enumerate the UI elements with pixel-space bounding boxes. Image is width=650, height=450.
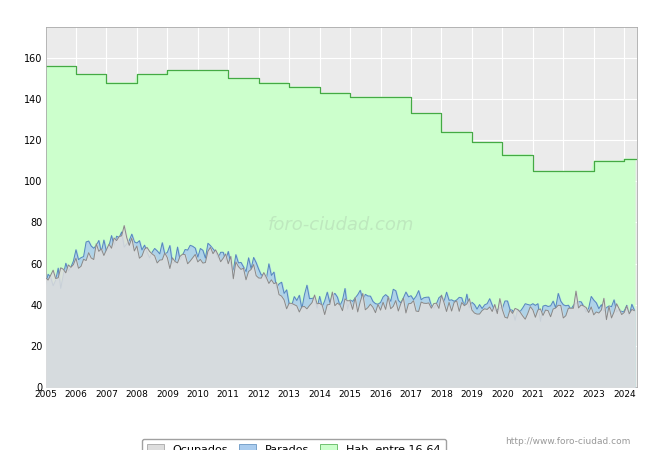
Legend: Ocupados, Parados, Hab. entre 16-64: Ocupados, Parados, Hab. entre 16-64 [142, 439, 446, 450]
Text: Santoyo - Evolucion de la poblacion en edad de Trabajar Mayo de 2024: Santoyo - Evolucion de la poblacion en e… [102, 10, 548, 23]
Text: foro-ciudad.com: foro-ciudad.com [268, 216, 415, 234]
Text: http://www.foro-ciudad.com: http://www.foro-ciudad.com [505, 436, 630, 446]
